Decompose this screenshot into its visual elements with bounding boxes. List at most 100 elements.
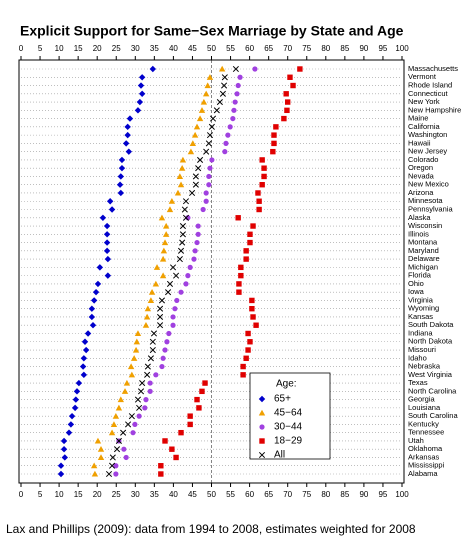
- category-label: Louisiana: [408, 403, 441, 412]
- dot-point: [284, 107, 290, 114]
- dot-point: [249, 305, 255, 312]
- dot-point: [271, 140, 277, 147]
- x-tick-label-top: 75: [302, 44, 311, 53]
- dot-point: [232, 99, 238, 105]
- dot-point: [243, 355, 249, 361]
- category-label: Ohio: [408, 279, 424, 288]
- dot-point: [250, 314, 256, 320]
- category-label: New York: [408, 97, 440, 106]
- dot-point: [179, 156, 187, 163]
- dot-point: [213, 107, 220, 114]
- dot-point: [253, 322, 259, 328]
- dot-point: [187, 264, 193, 270]
- category-label: Arkansas: [408, 452, 440, 461]
- legend-marker: [258, 395, 266, 403]
- dot-point: [113, 446, 121, 453]
- dot-point: [221, 82, 228, 89]
- dot-point: [128, 413, 135, 420]
- dot-point: [216, 99, 223, 106]
- dot-point: [197, 156, 204, 163]
- dot-point: [261, 173, 267, 180]
- category-label: Utah: [408, 436, 424, 445]
- x-tick-label-bottom: 60: [245, 490, 254, 499]
- dot-point: [247, 339, 253, 345]
- dot-point: [194, 396, 200, 403]
- legend-label: 65+: [274, 394, 291, 405]
- category-label: New Hampshire: [408, 105, 461, 114]
- dot-point: [195, 231, 201, 237]
- dot-point: [281, 115, 287, 122]
- x-tick-label-top: 90: [359, 44, 368, 53]
- dot-point: [198, 107, 206, 113]
- x-tick-label-bottom: 30: [131, 490, 140, 499]
- category-label: Nevada: [408, 171, 435, 180]
- category-label: Delaware: [408, 254, 440, 263]
- category-label: Connecticut: [408, 89, 449, 98]
- legend-marker: [258, 409, 266, 416]
- dot-point: [57, 462, 65, 469]
- dot-point: [118, 164, 126, 172]
- dot-point: [126, 115, 134, 122]
- dot-point: [195, 165, 202, 172]
- dot-point: [125, 421, 132, 428]
- dot-point: [97, 446, 105, 452]
- dot-point: [90, 297, 98, 304]
- dot-point: [218, 65, 226, 72]
- dot-point: [179, 222, 186, 230]
- dot-point: [147, 380, 153, 386]
- dot-point: [256, 198, 262, 204]
- category-label: Nebraska: [408, 362, 441, 371]
- dot-point: [82, 346, 90, 354]
- dot-point: [181, 206, 188, 213]
- x-tick-label-top: 45: [188, 44, 197, 53]
- dot-point: [133, 338, 141, 345]
- dot-point: [65, 429, 73, 436]
- dot-point: [148, 288, 156, 295]
- dot-point: [223, 140, 229, 146]
- dot-point: [247, 231, 253, 238]
- dot-point: [153, 264, 161, 270]
- dot-point: [103, 247, 111, 255]
- dot-point: [79, 363, 87, 370]
- dot-point: [238, 264, 244, 271]
- category-label: California: [408, 122, 441, 131]
- category-label: Alabama: [408, 469, 438, 478]
- category-label: Tennessee: [408, 428, 444, 437]
- dot-point: [259, 182, 265, 188]
- category-label: Maine: [408, 114, 428, 123]
- dot-point: [221, 74, 228, 81]
- dot-point: [158, 463, 164, 469]
- dot-point: [261, 165, 267, 171]
- dot-point: [143, 313, 151, 320]
- dot-point: [103, 222, 111, 230]
- dot-point: [110, 421, 118, 427]
- category-label: Pennsylvania: [408, 204, 453, 213]
- legend-title: Age:: [276, 379, 297, 390]
- dot-point: [245, 347, 251, 353]
- dot-point: [149, 338, 156, 345]
- dot-point: [177, 181, 185, 188]
- dot-point: [165, 289, 172, 296]
- x-tick-label-bottom: 65: [264, 490, 273, 499]
- dot-point: [196, 115, 204, 122]
- dot-point: [138, 90, 146, 97]
- dot-point: [88, 305, 96, 312]
- caption: Lax and Phillips (2009): data from 1994 …: [6, 522, 416, 536]
- dot-point: [80, 355, 88, 362]
- dot-point: [235, 82, 241, 89]
- x-tick-label-bottom: 25: [112, 490, 121, 499]
- dot-point: [109, 454, 116, 461]
- dot-point: [222, 149, 228, 155]
- x-tick-label-bottom: 40: [169, 490, 178, 499]
- category-label: Michigan: [408, 262, 438, 271]
- x-tick-label-top: 80: [321, 44, 330, 53]
- dot-point: [123, 454, 129, 461]
- dot-point: [61, 454, 69, 461]
- category-label: Hawaii: [408, 138, 431, 147]
- dot-point: [169, 446, 175, 452]
- dot-point: [249, 297, 255, 304]
- dot-point: [143, 397, 149, 403]
- dot-point: [157, 305, 164, 312]
- x-tick-label-top: 55: [226, 44, 235, 53]
- dot-point: [255, 190, 261, 196]
